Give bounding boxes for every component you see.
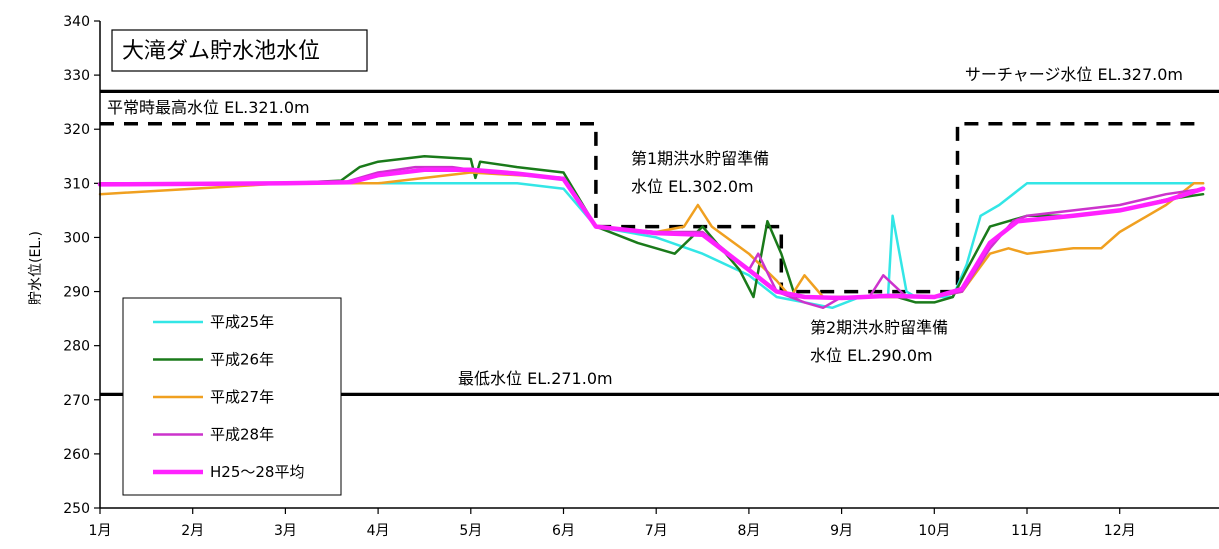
y-tick-label: 260	[63, 447, 90, 463]
series-line-4	[97, 167, 1206, 301]
y-tick-label: 300	[63, 230, 90, 246]
legend-label: 平成26年	[210, 351, 274, 369]
flood-stage2-label-line1: 第2期洪水貯留準備	[810, 318, 948, 337]
normal-max-level-label: 平常時最高水位 EL.321.0m	[107, 98, 310, 117]
y-tick-label: 310	[63, 176, 90, 192]
x-tick-label: 6月	[552, 523, 575, 539]
x-tick-label: 7月	[645, 523, 668, 539]
y-axis-label: 貯水位(EL.)	[28, 231, 44, 305]
x-tick-label: 8月	[737, 523, 760, 539]
series-line-0	[98, 182, 1205, 310]
x-tick-label: 9月	[830, 523, 853, 539]
chart-title: 大滝ダム貯水池水位	[122, 39, 320, 64]
y-tick-label: 280	[63, 339, 90, 355]
x-tick-label: 1月	[89, 523, 112, 539]
x-tick-label: 12月	[1104, 523, 1136, 539]
legend-label: H25～28平均	[210, 463, 304, 481]
x-tick-label: 3月	[274, 523, 297, 539]
x-tick-label: 10月	[918, 523, 950, 539]
flood-stage1-label-line1: 第1期洪水貯留準備	[631, 149, 769, 168]
y-tick-label: 320	[63, 122, 90, 138]
y-tick-label: 340	[63, 14, 90, 30]
x-tick-label: 11月	[1011, 523, 1043, 539]
series-line-1	[98, 155, 1205, 304]
y-tick-label: 270	[63, 393, 90, 409]
y-tick-label: 250	[63, 501, 90, 517]
legend-label: 平成28年	[210, 426, 274, 444]
y-axis-ticks: 250 260 270 280 290 300 310 320 330 340	[63, 14, 100, 517]
x-axis-ticks: 1月 2月 3月 4月 5月 6月 7月 8月 9月 10月 11月 12月	[89, 508, 1136, 539]
legend-label: 平成25年	[210, 313, 274, 331]
y-tick-label: 330	[63, 68, 90, 84]
surcharge-level-label: サーチャージ水位 EL.327.0m	[965, 65, 1183, 84]
legend-label: 平成27年	[210, 388, 274, 406]
y-tick-label: 290	[63, 285, 90, 301]
min-level-label: 最低水位 EL.271.0m	[458, 369, 613, 388]
title-box	[111, 29, 368, 72]
x-tick-label: 2月	[181, 523, 204, 539]
flood-stage1-label-line2: 水位 EL.302.0m	[631, 177, 754, 196]
x-tick-label: 5月	[459, 523, 482, 539]
x-tick-label: 4月	[367, 523, 390, 539]
flood-stage2-label-line2: 水位 EL.290.0m	[810, 346, 933, 365]
flood-control-rule-line	[100, 122, 1204, 294]
